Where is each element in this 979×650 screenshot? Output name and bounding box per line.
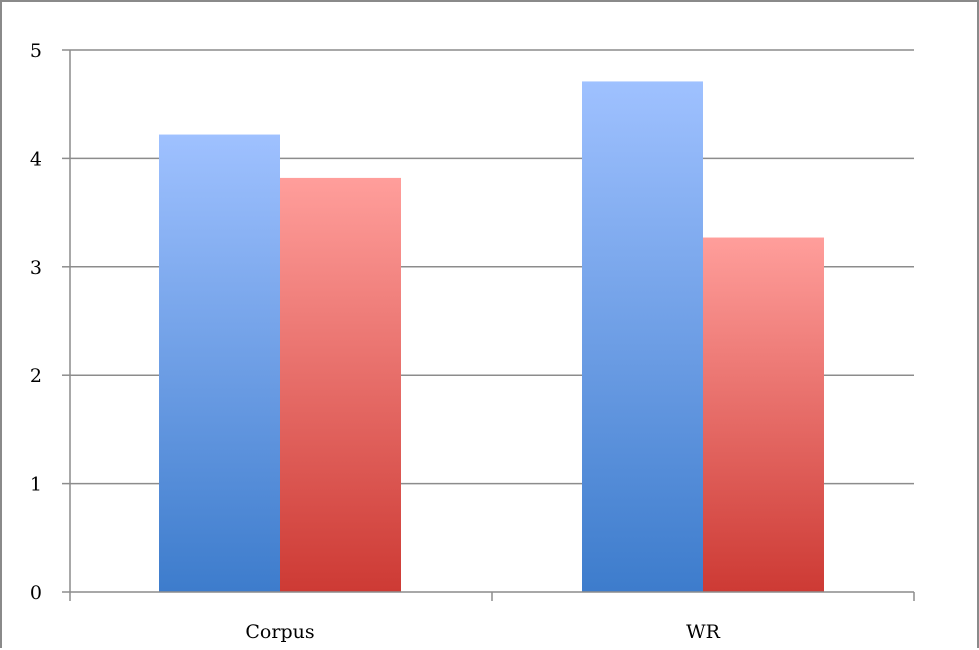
y-tick-label: 5 bbox=[30, 40, 42, 62]
y-tick-label: 1 bbox=[30, 474, 42, 496]
y-tick-label: 3 bbox=[30, 257, 42, 279]
bars bbox=[159, 81, 824, 593]
y-tick-label: 0 bbox=[30, 582, 42, 604]
bar-wr-series-2 bbox=[703, 237, 824, 593]
y-tick-label: 2 bbox=[30, 365, 42, 387]
axes bbox=[62, 49, 915, 601]
y-tick-label: 4 bbox=[30, 148, 42, 170]
bar-corpus-series-2 bbox=[280, 177, 401, 593]
tick-labels: 0 1 2 3 4 5 Corpus WR bbox=[30, 40, 721, 643]
x-tick-label: Corpus bbox=[245, 621, 314, 643]
x-tick-label: WR bbox=[686, 621, 721, 643]
bar-corpus-series-1 bbox=[159, 134, 280, 592]
bar-wr-series-1 bbox=[582, 81, 703, 592]
